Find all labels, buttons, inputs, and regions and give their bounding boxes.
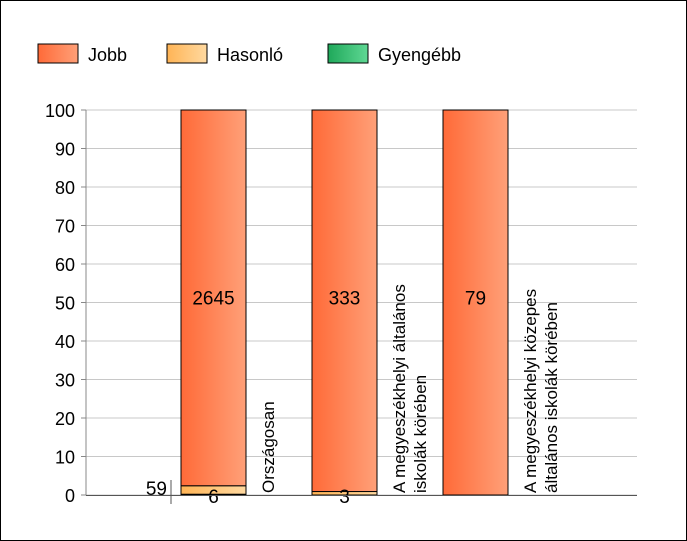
y-tick-label: 100 <box>45 101 75 121</box>
category-label: iskolák körében <box>411 375 430 493</box>
y-tick-label: 10 <box>55 448 75 468</box>
legend-swatch-gyengebb <box>327 43 369 64</box>
axes <box>85 110 637 496</box>
y-tick-label: 70 <box>55 217 75 237</box>
legend-label-jobb: Jobb <box>88 45 127 65</box>
y-tick-label: 90 <box>55 140 75 160</box>
value-label-hasonlo: 3 <box>339 487 350 508</box>
category-label: Országosan <box>259 401 278 493</box>
legend-label-gyengebb: Gyengébb <box>378 45 461 65</box>
legend-label-hasonlo: Hasonló <box>217 45 283 65</box>
y-axis-tick-labels: 0 10 20 30 40 50 60 70 80 90 100 <box>45 101 75 506</box>
y-tick-label: 0 <box>65 486 75 506</box>
bar-jobb-0 <box>180 109 247 487</box>
bar-jobb-2 <box>442 109 509 496</box>
value-label-jobb: 79 <box>465 289 486 310</box>
value-label-jobb: 333 <box>329 289 361 310</box>
y-tick-label: 60 <box>55 255 75 275</box>
value-label-gyengebb: 6 <box>208 487 219 508</box>
y-tick-label: 50 <box>55 294 75 314</box>
y-tick-label: 40 <box>55 332 75 352</box>
legend-item-gyengebb: Gyengébb <box>327 43 461 65</box>
value-label-jobb: 2645 <box>192 289 234 310</box>
category-label: A megyeszékhelyi közepes <box>521 289 540 493</box>
legend-item-jobb: Jobb <box>37 43 127 65</box>
legend-swatch-hasonlo <box>166 43 208 64</box>
y-tick-label: 20 <box>55 409 75 429</box>
legend-item-hasonlo: Hasonló <box>166 43 283 65</box>
category-label: A megyeszékhelyi általános <box>390 284 409 493</box>
category-label: általános iskolák körében <box>542 302 561 493</box>
y-tick-label: 30 <box>55 371 75 391</box>
legend-swatch-jobb <box>37 43 79 64</box>
category-labels: Országosan A megyeszékhelyi általános isko… <box>259 284 561 493</box>
bar-jobb-1 <box>311 109 378 493</box>
value-label-hasonlo: 59 <box>146 479 167 500</box>
legend: Jobb Hasonló Gyengébb <box>37 43 461 65</box>
y-tick-label: 80 <box>55 178 75 198</box>
